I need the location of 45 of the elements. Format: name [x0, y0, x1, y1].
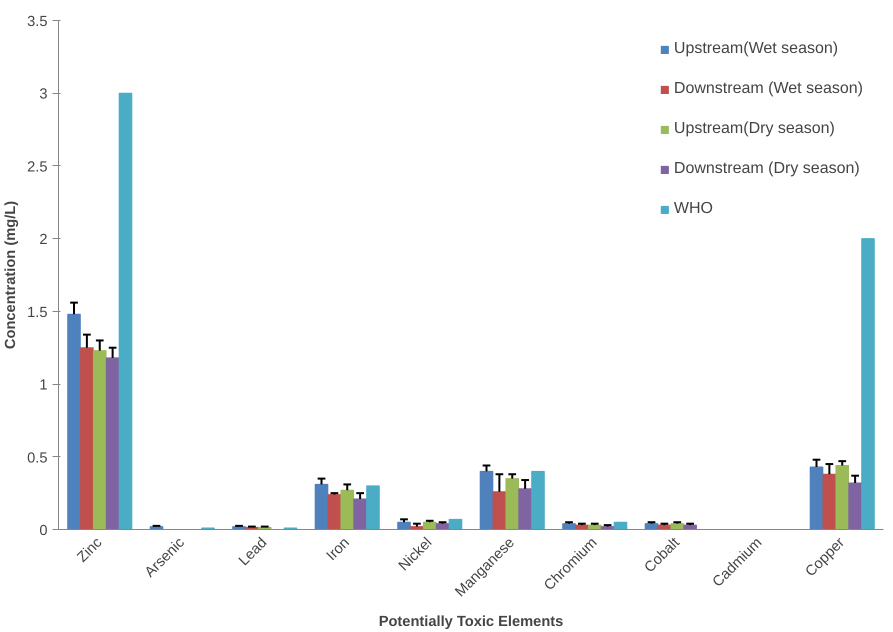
bar — [314, 484, 328, 530]
legend-label: Upstream(Dry season) — [674, 120, 835, 138]
y-tick-label: 1 — [39, 378, 48, 394]
x-tick-label: Iron — [324, 534, 353, 564]
bar — [67, 314, 81, 530]
bar — [670, 523, 684, 530]
y-tick-label: 0 — [39, 523, 48, 539]
legend-label: Upstream(Wet season) — [674, 40, 838, 58]
bar — [80, 347, 94, 530]
y-tick-label: 3 — [39, 86, 48, 103]
y-tick-label: 0.5 — [27, 450, 48, 466]
y-tick-label: 2.5 — [27, 159, 48, 176]
bar — [518, 488, 532, 530]
x-tick-label: Zinc — [74, 534, 106, 566]
y-axis-title: Concentration (mg/L) — [3, 200, 20, 350]
bar — [118, 92, 132, 530]
bar — [861, 238, 875, 530]
bar — [614, 522, 628, 530]
bar — [328, 494, 342, 530]
bar — [448, 518, 462, 530]
legend-label: WHO — [674, 200, 713, 218]
bar — [492, 491, 506, 530]
y-tick-label: 3.5 — [27, 14, 48, 30]
legend-label: Downstream (Wet season) — [674, 80, 863, 98]
bar — [422, 522, 437, 530]
bar — [810, 466, 824, 530]
y-tick-label: 2 — [39, 232, 48, 248]
y-tick-label: 1.5 — [27, 304, 48, 321]
bar — [822, 474, 836, 530]
bar — [848, 482, 862, 530]
bar — [562, 523, 576, 530]
bar — [683, 524, 697, 530]
bar — [505, 478, 520, 530]
x-axis-title: Potentially Toxic Elements — [378, 614, 564, 630]
bar — [340, 490, 354, 530]
bar — [106, 357, 120, 530]
legend-label: Downstream (Dry season) — [674, 160, 860, 178]
bar — [92, 350, 107, 530]
bar — [644, 523, 658, 530]
bar — [835, 465, 850, 530]
bar — [353, 498, 367, 530]
bar — [531, 470, 545, 530]
bar — [366, 485, 380, 530]
bar — [397, 522, 411, 530]
bar — [480, 470, 494, 530]
